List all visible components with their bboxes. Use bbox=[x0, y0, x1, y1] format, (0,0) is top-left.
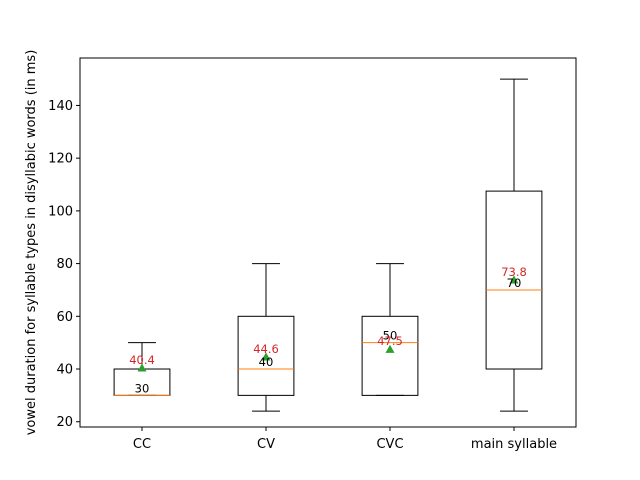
y-tick-label: 20 bbox=[56, 415, 73, 430]
y-tick-label: 100 bbox=[48, 204, 73, 219]
plot-area bbox=[80, 58, 576, 427]
mean-label: 47.5 bbox=[377, 334, 403, 348]
iqr-box bbox=[361, 315, 419, 396]
mean-marker bbox=[385, 344, 395, 353]
y-axis-label: vowel duration for syllable types in dis… bbox=[24, 50, 39, 436]
mean-label: 73.8 bbox=[501, 265, 527, 279]
mean-marker bbox=[261, 352, 271, 361]
mean-marker bbox=[509, 275, 519, 284]
y-tick-label: 80 bbox=[56, 257, 73, 272]
iqr-box bbox=[237, 315, 295, 396]
y-tick-label: 140 bbox=[48, 99, 73, 114]
mean-marker bbox=[137, 363, 147, 372]
median-label: 40 bbox=[259, 355, 274, 369]
x-axis: CC CV CVC main syllable bbox=[133, 427, 557, 452]
y-tick-label: 40 bbox=[56, 363, 73, 378]
mean-label: 40.4 bbox=[129, 353, 155, 367]
mean-label: 44.6 bbox=[253, 342, 279, 356]
iqr-box bbox=[485, 190, 543, 370]
x-tick-label: CC bbox=[133, 437, 151, 452]
x-tick-label: CVC bbox=[376, 437, 403, 452]
median-label: 50 bbox=[383, 329, 398, 343]
median-label: 30 bbox=[135, 381, 150, 395]
x-tick-label: CV bbox=[257, 437, 275, 452]
plot-frame bbox=[79, 57, 577, 428]
x-tick-label: main syllable bbox=[471, 437, 557, 452]
y-axis: 20 40 60 80 100 120 140 bbox=[48, 99, 80, 430]
median-label: 70 bbox=[507, 276, 522, 290]
box-group: 30 40.4 bbox=[113, 342, 171, 396]
y-tick-label: 60 bbox=[56, 310, 73, 325]
y-tick-label: 120 bbox=[48, 152, 73, 167]
